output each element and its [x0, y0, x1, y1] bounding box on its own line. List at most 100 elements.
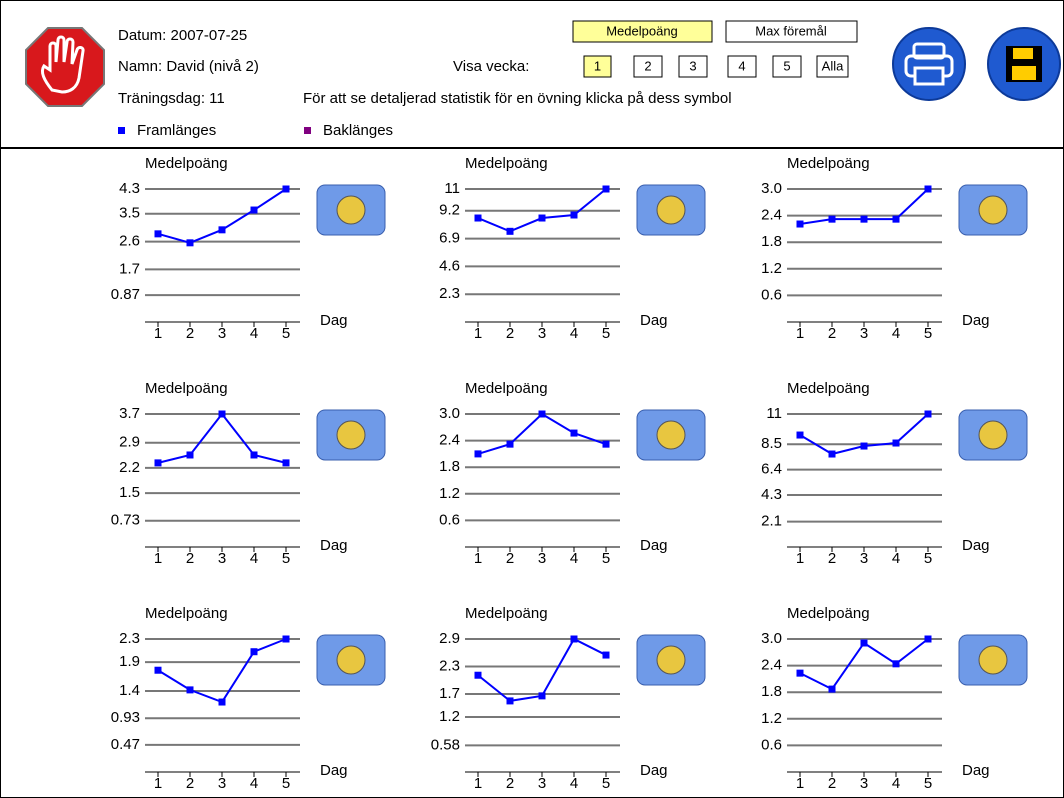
x-tick-label: 1 [796, 550, 804, 567]
exercise-icon[interactable] [317, 635, 385, 685]
exercise-icon[interactable] [959, 410, 1027, 460]
x-tick-label: 3 [860, 325, 868, 342]
stop-button[interactable] [26, 28, 104, 106]
week-button[interactable]: 1 [584, 56, 611, 77]
week-button[interactable]: 2 [634, 56, 662, 77]
y-tick-label: 1.2 [439, 708, 460, 725]
week-button[interactable]: Alla [817, 56, 848, 77]
point [187, 686, 194, 693]
x-axis-label: Dag [640, 762, 668, 779]
icon-figure [337, 196, 365, 224]
y-tick-label: 1.8 [761, 683, 782, 700]
x-tick-label: 2 [186, 550, 194, 567]
exercise-icon[interactable] [317, 185, 385, 235]
point [507, 228, 514, 235]
y-tick-label: 4.3 [119, 180, 140, 197]
point [925, 411, 932, 418]
x-tick-label: 5 [924, 775, 932, 792]
y-tick-label: 6.9 [439, 230, 460, 247]
x-tick-label: 2 [828, 325, 836, 342]
icon-figure [979, 646, 1007, 674]
week-button[interactable]: 4 [728, 56, 756, 77]
point [797, 670, 804, 677]
y-tick-label: 1.4 [119, 682, 140, 699]
y-tick-label: 0.47 [111, 736, 140, 753]
exercise-icon[interactable] [637, 410, 705, 460]
y-tick-label: 1.2 [439, 485, 460, 502]
hint: För att se detaljerad statistik för en ö… [303, 90, 732, 107]
y-tick-label: 2.3 [439, 657, 460, 674]
mode-button[interactable]: Medelpoäng [573, 21, 712, 42]
y-tick-label: 0.58 [431, 736, 460, 753]
y-tick-label: 0.6 [761, 736, 782, 753]
chart-title: Medelpoäng [145, 605, 228, 622]
y-tick-label: 3.0 [761, 180, 782, 197]
point [603, 652, 610, 659]
y-tick-label: 2.4 [761, 207, 782, 224]
x-tick-label: 3 [538, 325, 546, 342]
y-tick-label: 9.2 [439, 202, 460, 219]
y-tick-label: 1.9 [119, 653, 140, 670]
x-tick-label: 5 [282, 775, 290, 792]
y-tick-label: 1.8 [761, 233, 782, 250]
training-day: Träningsdag: 11 [118, 90, 225, 107]
point [603, 441, 610, 448]
mode-button[interactable]: Max föremål [726, 21, 857, 42]
exercise-icon[interactable] [637, 185, 705, 235]
print-button[interactable] [893, 28, 965, 100]
chart-title: Medelpoäng [145, 155, 228, 172]
point [893, 660, 900, 667]
x-tick-label: 1 [154, 325, 162, 342]
x-tick-label: 3 [860, 775, 868, 792]
y-tick-label: 0.87 [111, 286, 140, 303]
week-button[interactable]: 5 [773, 56, 801, 77]
y-tick-label: 1.5 [119, 484, 140, 501]
point [539, 215, 546, 222]
button-label: Max föremål [755, 23, 827, 38]
point [603, 186, 610, 193]
x-tick-label: 5 [602, 550, 610, 567]
icon-figure [979, 196, 1007, 224]
y-tick-label: 0.73 [111, 512, 140, 529]
icon-figure [337, 646, 365, 674]
point [829, 216, 836, 223]
x-axis-label: Dag [320, 762, 348, 779]
button-label: Alla [822, 58, 844, 73]
x-axis-label: Dag [320, 312, 348, 329]
point [283, 636, 290, 643]
frame [1, 1, 1064, 798]
exercise-icon[interactable] [317, 410, 385, 460]
point [861, 216, 868, 223]
point [155, 667, 162, 674]
y-tick-label: 1.7 [119, 260, 140, 277]
y-tick-label: 6.4 [761, 461, 782, 478]
icon-figure [979, 421, 1007, 449]
save-button[interactable] [988, 28, 1060, 100]
point [507, 697, 514, 704]
point [251, 207, 258, 214]
exercise-icon[interactable] [637, 635, 705, 685]
y-tick-label: 3.0 [439, 405, 460, 422]
x-tick-label: 2 [828, 775, 836, 792]
exercise-icon[interactable] [959, 185, 1027, 235]
chart-title: Medelpoäng [787, 155, 870, 172]
icon-figure [337, 421, 365, 449]
y-tick-label: 8.5 [761, 435, 782, 452]
point [251, 648, 258, 655]
x-tick-label: 4 [570, 325, 578, 342]
chart-title: Medelpoäng [787, 380, 870, 397]
chart-title: Medelpoäng [465, 155, 548, 172]
exercise-icon[interactable] [959, 635, 1027, 685]
x-tick-label: 4 [250, 775, 258, 792]
name: Namn: David (nivå 2) [118, 58, 259, 75]
y-tick-label: 2.4 [439, 432, 460, 449]
button-label: 3 [689, 58, 696, 73]
x-tick-label: 1 [474, 550, 482, 567]
x-tick-label: 3 [538, 550, 546, 567]
x-tick-label: 5 [924, 550, 932, 567]
x-tick-label: 5 [924, 325, 932, 342]
x-axis-label: Dag [320, 537, 348, 554]
week-button[interactable]: 3 [679, 56, 707, 77]
x-tick-label: 1 [154, 550, 162, 567]
x-tick-label: 5 [602, 325, 610, 342]
